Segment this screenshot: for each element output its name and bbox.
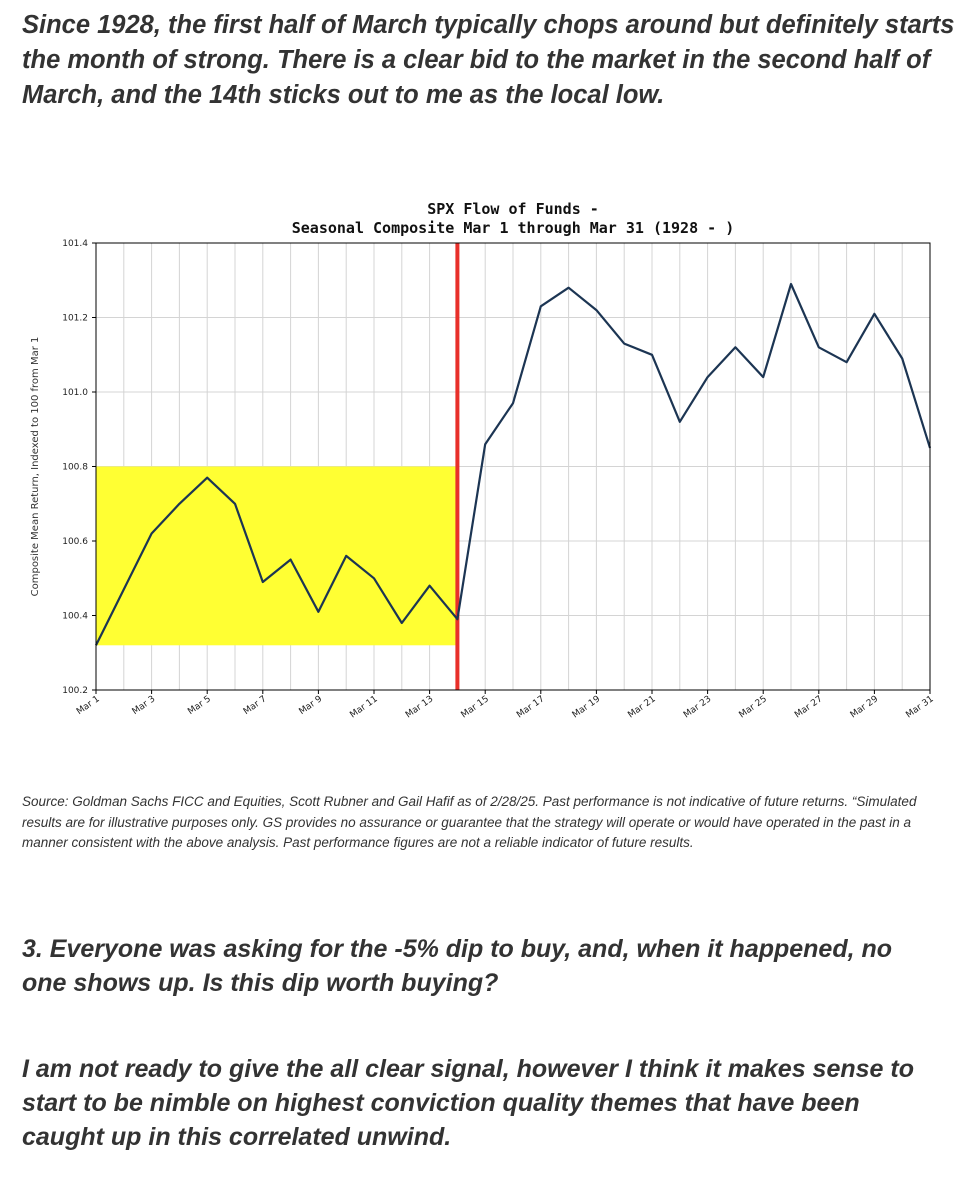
y-tick-label: 100.6 <box>62 537 88 547</box>
x-tick-label: Mar 11 <box>348 694 379 720</box>
x-tick-label: Mar 27 <box>793 694 824 720</box>
chart-title: SPX Flow of Funds - <box>427 200 599 218</box>
x-tick-label: Mar 7 <box>242 694 269 717</box>
highlight-region <box>96 466 458 646</box>
y-tick-label: 100.8 <box>62 463 88 473</box>
x-tick-label: Mar 29 <box>849 694 881 720</box>
y-tick-label: 101.4 <box>62 239 88 249</box>
series-line <box>95 282 932 646</box>
x-tick-label: Mar 19 <box>571 694 603 720</box>
x-tick-label: Mar 5 <box>186 694 213 717</box>
source-note: Source: Goldman Sachs FICC and Equities,… <box>22 794 917 850</box>
y-tick-label: 100.2 <box>62 686 88 696</box>
intro-paragraph: Since 1928, the first half of March typi… <box>22 11 955 109</box>
x-tick-label: Mar 25 <box>738 694 769 720</box>
y-tick-label: 101.2 <box>62 314 88 324</box>
x-tick-label: Mar 1 <box>75 694 102 717</box>
x-tick-label: Mar 15 <box>460 694 491 720</box>
y-tick-label: 100.4 <box>62 612 88 622</box>
spx-seasonal-chart: SPX Flow of Funds - Seasonal Composite M… <box>30 200 936 720</box>
y-axis-label: Composite Mean Return, Indexed to 100 fr… <box>30 337 41 597</box>
answer-3: I am not ready to give the all clear sig… <box>22 1055 914 1151</box>
x-tick-label: Mar 9 <box>297 694 324 717</box>
x-tick-label: Mar 17 <box>515 694 546 720</box>
x-tick-label: Mar 13 <box>404 694 435 720</box>
composite-mean-return-line <box>95 282 932 646</box>
y-tick-labels: 100.2 100.4 100.6 100.8 101.0 101.2 101.4 <box>62 239 96 696</box>
x-tick-label: Mar 3 <box>131 694 158 717</box>
chart-subtitle: Seasonal Composite Mar 1 through Mar 31 … <box>292 219 735 237</box>
y-tick-label: 101.0 <box>62 388 88 398</box>
question-3: 3. Everyone was asking for the -5% dip t… <box>22 935 893 997</box>
x-tick-label: Mar 23 <box>682 694 713 720</box>
x-tick-label: Mar 21 <box>626 694 657 720</box>
yellow-highlight-box <box>96 466 458 646</box>
x-tick-label: Mar 31 <box>904 694 935 720</box>
x-tick-labels: Mar 1 Mar 3 Mar 5 Mar 7 Mar 9 Mar 11 Mar 13 Mar… <box>75 690 936 720</box>
